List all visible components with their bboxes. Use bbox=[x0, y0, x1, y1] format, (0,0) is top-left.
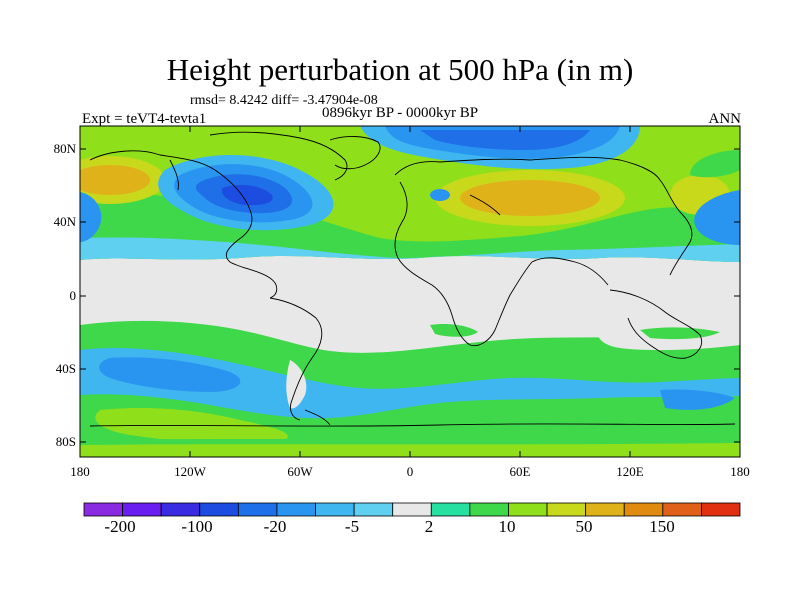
longitude-axis: 180 120W 60W 0 60E 120E 180 bbox=[70, 126, 750, 479]
experiment-label: Expt = teVT4-tevta1 bbox=[82, 111, 207, 127]
colorbar-swatch bbox=[199, 502, 239, 517]
colorbar-swatch bbox=[392, 502, 432, 517]
lon-label-0: 0 bbox=[407, 464, 414, 479]
lat-label-0: 0 bbox=[70, 288, 77, 303]
colorbar-label: 50 bbox=[576, 517, 593, 536]
colorbar-swatch bbox=[160, 502, 201, 517]
colorbar-swatch bbox=[508, 502, 548, 517]
colorbar-swatch bbox=[122, 502, 162, 517]
colorbar-label: -200 bbox=[104, 517, 135, 536]
colorbar-swatch bbox=[469, 502, 509, 517]
colorbar-swatch bbox=[701, 502, 741, 517]
colorbar-swatch bbox=[546, 502, 587, 517]
lat-label-40n: 40N bbox=[54, 214, 77, 229]
colorbar-swatch bbox=[662, 502, 702, 517]
colorbar bbox=[83, 502, 741, 517]
colorbar-label: -20 bbox=[264, 517, 287, 536]
plot-title: Height perturbation at 500 hPa (in m) bbox=[166, 52, 634, 87]
colorbar-swatch bbox=[353, 502, 394, 517]
colorbar-label: 10 bbox=[499, 517, 516, 536]
colorbar-label: 2 bbox=[425, 517, 434, 536]
colorbar-swatch bbox=[430, 502, 471, 517]
lon-label-120e: 120E bbox=[616, 464, 644, 479]
colorbar-swatch bbox=[276, 502, 316, 517]
height-field bbox=[80, 126, 740, 457]
lat-label-80n: 80N bbox=[54, 141, 77, 156]
lon-label-120w: 120W bbox=[174, 464, 207, 479]
lat-label-40s: 40S bbox=[56, 361, 76, 376]
colorbar-label: -100 bbox=[181, 517, 212, 536]
coastlines bbox=[89, 131, 736, 427]
lon-label-60w: 60W bbox=[287, 464, 313, 479]
lon-label-60e: 60E bbox=[510, 464, 531, 479]
lon-label-180w: 180 bbox=[70, 464, 90, 479]
lon-label-180e: 180 bbox=[730, 464, 750, 479]
season-label: ANN bbox=[708, 111, 742, 127]
colorbar-swatch bbox=[315, 502, 355, 517]
rmsd-stats: rmsd= 8.4242 diff= -3.47904e-08 bbox=[190, 93, 378, 108]
colorbar-labels: -200 -100 -20 -5 2 10 50 150 bbox=[104, 517, 674, 536]
colorbar-label: 150 bbox=[649, 517, 675, 536]
colorbar-swatch bbox=[585, 502, 625, 517]
latitude-axis: 80N 40N 0 40S 80S bbox=[54, 141, 740, 449]
lat-label-80s: 80S bbox=[56, 434, 76, 449]
colorbar-swatch bbox=[83, 502, 123, 517]
colorbar-swatch bbox=[237, 502, 278, 517]
colorbar-label: -5 bbox=[345, 517, 359, 536]
period-label: 0896kyr BP - 0000kyr BP bbox=[322, 105, 479, 121]
colorbar-swatch bbox=[623, 502, 664, 517]
